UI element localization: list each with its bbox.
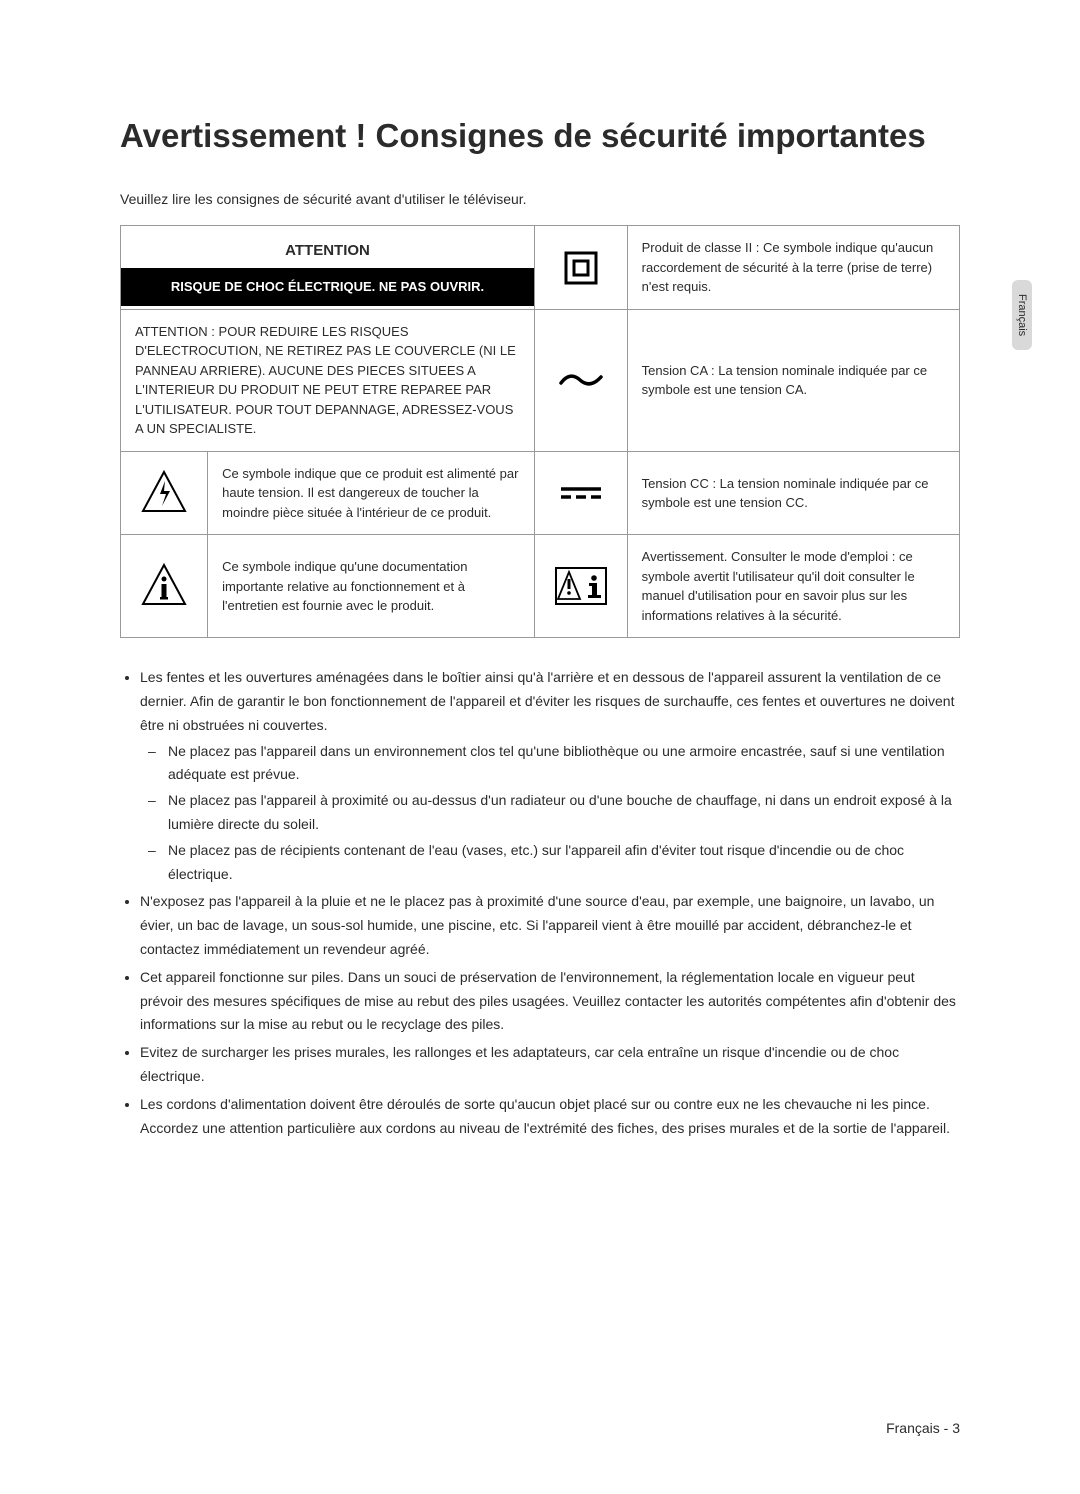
sub-list: Ne placez pas l'appareil dans un environ…	[140, 740, 960, 887]
list-item: Les cordons d'alimentation doivent être …	[140, 1093, 960, 1141]
table-row: Ce symbole indique qu'une documentation …	[121, 535, 960, 638]
documentation-icon	[121, 535, 208, 638]
manual-caution-icon	[535, 535, 628, 638]
ac-voltage-text: Tension CA : La tension nominale indiqué…	[627, 309, 959, 451]
documentation-text: Ce symbole indique qu'une documentation …	[208, 535, 535, 638]
sub-list-item: Ne placez pas de récipients contenant de…	[168, 839, 960, 887]
attention-label: ATTENTION	[121, 230, 534, 269]
page-footer: Français - 3	[886, 1420, 960, 1436]
bullet-text: Les fentes et les ouvertures aménagées d…	[140, 669, 954, 733]
sub-list-item: Ne placez pas l'appareil à proximité ou …	[168, 789, 960, 837]
list-item: Cet appareil fonctionne sur piles. Dans …	[140, 966, 960, 1037]
high-voltage-text: Ce symbole indique que ce produit est al…	[208, 451, 535, 535]
table-row: ATTENTION RISQUE DE CHOC ÉLECTRIQUE. NE …	[121, 226, 960, 310]
table-row: ATTENTION : POUR REDUIRE LES RISQUES D'E…	[121, 309, 960, 451]
class2-text: Produit de classe II : Ce symbole indiqu…	[627, 226, 959, 310]
list-item: Evitez de surcharger les prises murales,…	[140, 1041, 960, 1089]
language-tab: Français	[1012, 280, 1032, 350]
high-voltage-icon	[121, 451, 208, 535]
class2-icon	[535, 226, 628, 310]
page-title: Avertissement ! Consignes de sécurité im…	[120, 115, 960, 156]
list-item: N'exposez pas l'appareil à la pluie et n…	[140, 890, 960, 961]
risk-header: RISQUE DE CHOC ÉLECTRIQUE. NE PAS OUVRIR…	[121, 268, 534, 306]
sub-list-item: Ne placez pas l'appareil dans un environ…	[168, 740, 960, 788]
safety-table: ATTENTION RISQUE DE CHOC ÉLECTRIQUE. NE …	[120, 225, 960, 638]
manual-caution-text: Avertissement. Consulter le mode d'emplo…	[627, 535, 959, 638]
dc-voltage-text: Tension CC : La tension nominale indiqué…	[627, 451, 959, 535]
document-page: Avertissement ! Consignes de sécurité im…	[0, 0, 1080, 1204]
intro-text: Veuillez lire les consignes de sécurité …	[120, 191, 960, 207]
safety-bullets: Les fentes et les ouvertures aménagées d…	[120, 666, 960, 1140]
attention-warning-text: ATTENTION : POUR REDUIRE LES RISQUES D'E…	[121, 309, 535, 451]
table-row: Ce symbole indique que ce produit est al…	[121, 451, 960, 535]
dc-voltage-icon	[535, 451, 628, 535]
ac-voltage-icon	[535, 309, 628, 451]
list-item: Les fentes et les ouvertures aménagées d…	[140, 666, 960, 886]
